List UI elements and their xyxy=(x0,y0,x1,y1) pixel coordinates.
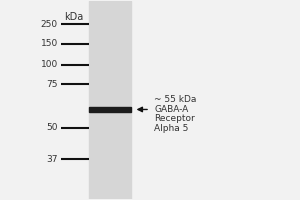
Text: Receptor: Receptor xyxy=(154,114,195,123)
Text: 50: 50 xyxy=(46,123,58,132)
Text: 75: 75 xyxy=(46,80,58,89)
Text: 150: 150 xyxy=(40,39,58,48)
Text: 250: 250 xyxy=(41,20,58,29)
Bar xyxy=(89,1,131,199)
Text: GABA-A: GABA-A xyxy=(154,105,189,114)
Text: 37: 37 xyxy=(46,155,58,164)
Text: Alpha 5: Alpha 5 xyxy=(154,124,189,133)
Text: ~ 55 kDa: ~ 55 kDa xyxy=(154,96,197,104)
Text: 100: 100 xyxy=(40,60,58,69)
Text: kDa: kDa xyxy=(64,12,84,22)
Bar xyxy=(89,107,131,112)
